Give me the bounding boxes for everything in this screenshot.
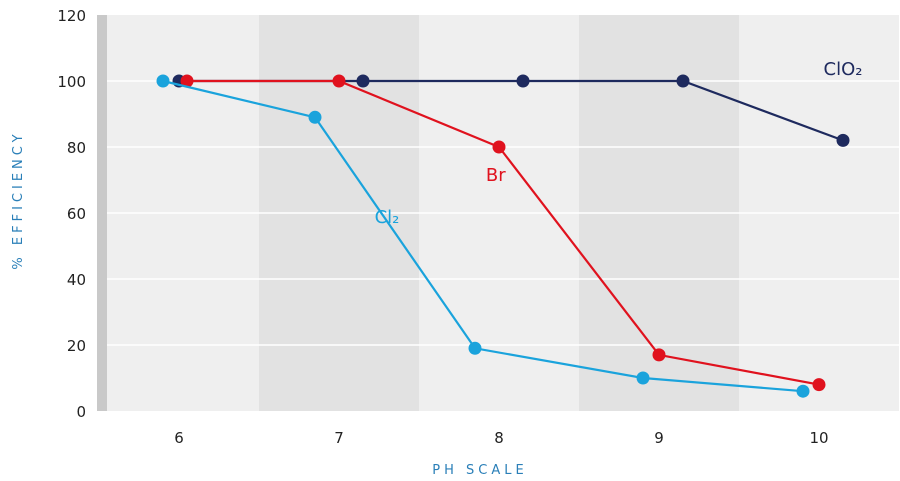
data-point [836,133,850,147]
y-tick-label: 20 [67,337,86,355]
data-point [156,74,170,88]
y-tick-label: 120 [57,7,86,25]
y-tick-labels: 0 20 40 60 80 100 120 [57,7,86,421]
data-point [492,140,506,154]
x-tick-label: 6 [174,429,184,447]
data-point [652,348,666,362]
data-point [356,74,370,88]
series-label: Cl₂ [375,207,400,228]
series-label: ClO₂ [824,59,863,80]
data-point [636,371,650,385]
y-tick-label: 80 [67,139,86,157]
series-lines [156,74,850,398]
y-tick-label: 100 [57,73,86,91]
x-tick-label: 8 [494,429,504,447]
x-tick-label: 10 [809,429,828,447]
y-tick-label: 0 [76,403,86,421]
x-tick-label: 9 [654,429,664,447]
data-point [308,110,322,124]
data-point [812,378,826,392]
y-axis-bar [97,15,107,411]
series-2 [156,74,810,398]
y-tick-label: 40 [67,271,86,289]
data-point [180,74,194,88]
data-point [796,384,810,398]
data-point [676,74,690,88]
series-labels: ClO₂ Br Cl₂ [375,59,863,228]
y-axis-title: % EFFICIENCY [11,130,26,269]
data-point [332,74,346,88]
series-label: Br [486,165,506,186]
data-point [516,74,530,88]
y-tick-label: 60 [67,205,86,223]
x-tick-labels: 6 7 8 9 10 [174,429,828,447]
x-tick-label: 7 [334,429,344,447]
x-axis-title: PH SCALE [432,463,527,478]
series-1 [180,74,826,392]
data-point [468,341,482,355]
